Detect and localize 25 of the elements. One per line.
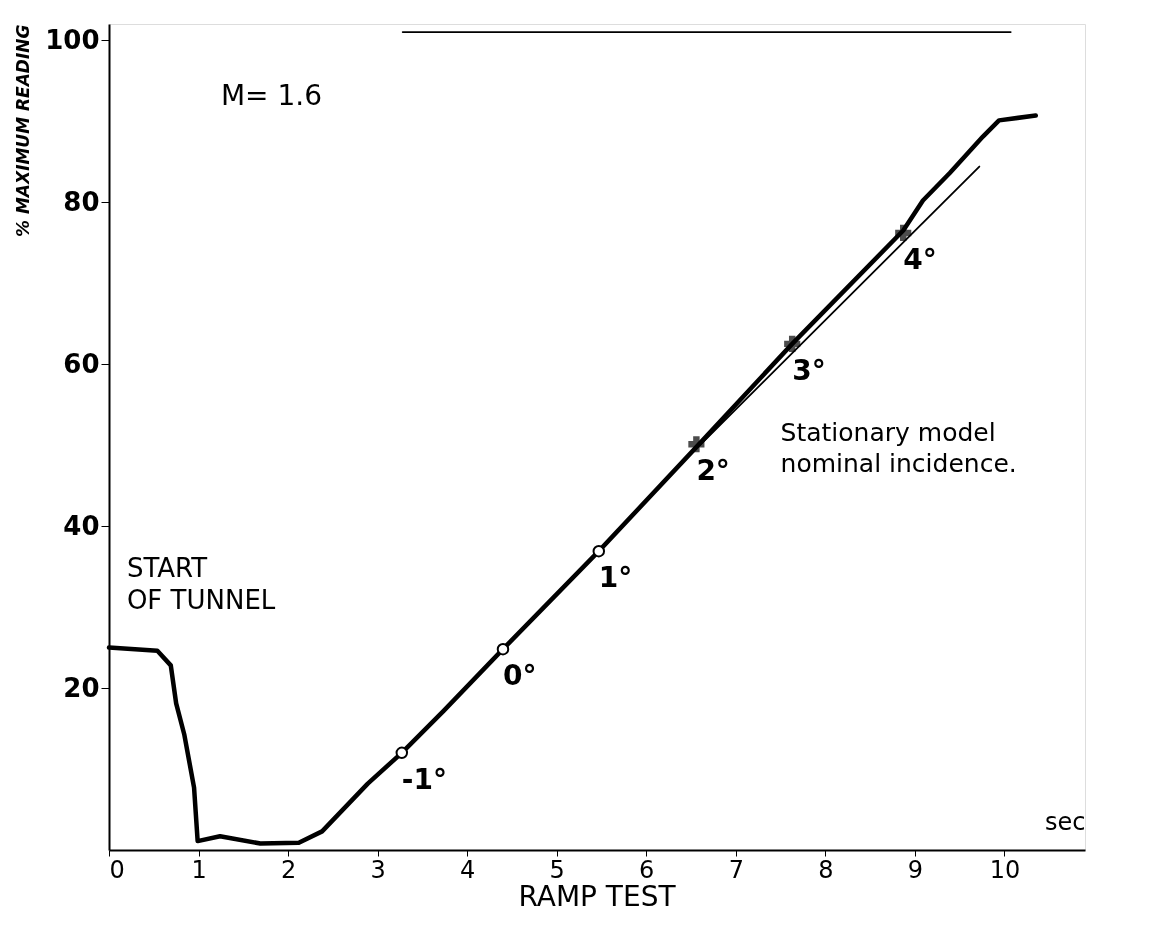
- x-axis-title: sec: [1045, 807, 1086, 836]
- annotation: M= 1.6: [220, 78, 322, 112]
- annotation: -1°: [401, 762, 447, 796]
- annotation: Stationary model nominal incidence.: [780, 417, 1017, 479]
- annotation: 4°: [903, 242, 937, 276]
- y-tick-label: 20: [63, 672, 100, 703]
- y-tick-label: 80: [63, 186, 100, 217]
- x-tick-label: 10: [989, 855, 1021, 884]
- annotation: START OF TUNNEL: [126, 553, 276, 616]
- y-axis-title: % MAXIMUM READING: [13, 24, 34, 237]
- annotation: 0°: [502, 659, 537, 693]
- x-tick-label: 3: [370, 855, 386, 884]
- x-tick-label: 9: [907, 855, 924, 884]
- y-tick-label: 100: [45, 24, 100, 55]
- x-tick-label: 4: [460, 855, 476, 884]
- x-tick-label: 8: [818, 855, 834, 884]
- y-tick-label: 40: [63, 510, 100, 541]
- x-tick-label: 2: [280, 855, 297, 884]
- annotation: 1°: [598, 561, 633, 595]
- x-tick-label: 0: [109, 855, 125, 884]
- annotation: 2°: [696, 454, 730, 488]
- y-tick-label: 60: [63, 348, 100, 379]
- x-tick-label: 1: [191, 855, 207, 884]
- x-tick-label: 7: [728, 855, 744, 884]
- annotation: 3°: [792, 353, 826, 387]
